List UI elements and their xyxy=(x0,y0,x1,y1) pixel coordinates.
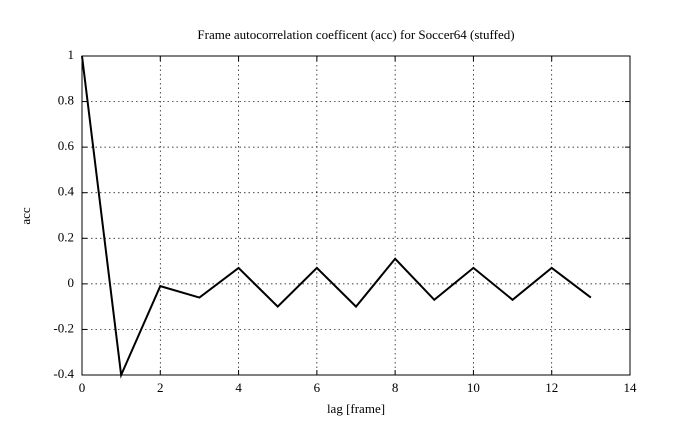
y-tick-label: -0.4 xyxy=(53,366,74,381)
y-tick-label: 0.2 xyxy=(58,229,74,244)
x-tick-label: 4 xyxy=(235,380,242,395)
y-tick-label: 0.4 xyxy=(58,184,75,199)
x-tick-label: 12 xyxy=(545,380,558,395)
x-tick-label: 2 xyxy=(157,380,164,395)
chart-title: Frame autocorrelation coefficent (acc) f… xyxy=(197,27,514,42)
y-tick-label: 0 xyxy=(68,275,75,290)
x-tick-label: 6 xyxy=(314,380,321,395)
x-tick-label: 14 xyxy=(624,380,638,395)
y-tick-label: 0.8 xyxy=(58,93,74,108)
x-axis-label: lag [frame] xyxy=(327,401,385,416)
y-tick-label: 1 xyxy=(68,47,75,62)
x-tick-label: 0 xyxy=(79,380,86,395)
y-axis-label: acc xyxy=(18,207,33,225)
y-tick-label: 0.6 xyxy=(58,138,75,153)
plot-frame xyxy=(81,55,631,376)
y-tick-label: -0.2 xyxy=(53,320,74,335)
x-tick-label: 10 xyxy=(467,380,480,395)
x-tick-label: 8 xyxy=(392,380,399,395)
data-line xyxy=(81,55,592,379)
